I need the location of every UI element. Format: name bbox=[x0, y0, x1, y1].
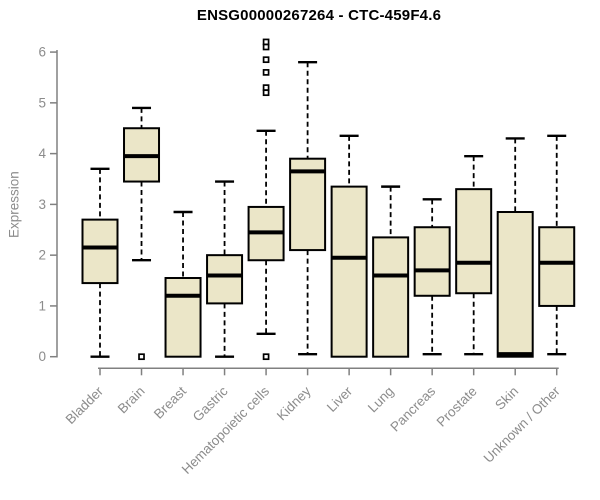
boxplot-skin bbox=[496, 137, 534, 358]
iqr-box bbox=[330, 185, 368, 358]
iqr-box bbox=[538, 226, 576, 307]
x-category-label-lung: Lung bbox=[365, 384, 397, 416]
x-category-label-brain: Brain bbox=[115, 384, 148, 417]
outlier-point bbox=[262, 69, 270, 76]
iqr-box bbox=[81, 218, 119, 285]
chart-title: ENSG00000267264 - CTC-459F4.6 bbox=[196, 7, 442, 24]
boxplot-kidney bbox=[289, 61, 327, 356]
boxplot-brain bbox=[123, 106, 161, 361]
y-tick-label: 0 bbox=[38, 349, 46, 364]
iqr-box bbox=[496, 211, 534, 358]
boxplot-pancreas bbox=[413, 198, 451, 356]
boxplot-hematopoietic-cells bbox=[247, 38, 285, 361]
iqr-box bbox=[289, 157, 327, 252]
x-category-label-pancreas: Pancreas bbox=[387, 383, 438, 434]
iqr-box bbox=[372, 236, 410, 358]
y-axis-label: Expression bbox=[6, 171, 22, 239]
outlier-point bbox=[262, 43, 270, 51]
x-category-label-breast: Breast bbox=[151, 383, 189, 421]
outlier-point bbox=[138, 353, 145, 361]
outlier-point bbox=[262, 56, 270, 64]
x-category-label-prostate: Prostate bbox=[434, 384, 480, 430]
boxplot-liver bbox=[330, 134, 368, 358]
y-tick-label: 5 bbox=[38, 95, 46, 110]
iqr-box bbox=[413, 226, 451, 297]
iqr-box bbox=[164, 277, 202, 358]
x-category-label-gastric: Gastric bbox=[190, 383, 231, 424]
outlier-point bbox=[262, 353, 270, 361]
iqr-box bbox=[206, 254, 244, 305]
boxplot-lung bbox=[372, 185, 410, 358]
y-tick-label: 4 bbox=[38, 146, 46, 161]
y-axis: 0 1 2 3 4 5 6 bbox=[38, 45, 58, 364]
x-category-label-bladder: Bladder bbox=[63, 383, 107, 427]
y-tick-label: 1 bbox=[38, 298, 46, 313]
boxplot-breast bbox=[164, 210, 202, 358]
x-category-label-kidney: Kidney bbox=[274, 383, 314, 423]
iqr-box bbox=[455, 188, 493, 295]
x-category-label-skin: Skin bbox=[492, 384, 521, 413]
boxplot-unknown-other bbox=[538, 134, 576, 356]
boxplot-gastric bbox=[206, 180, 244, 358]
y-tick-label: 3 bbox=[38, 197, 46, 212]
x-category-label-unknown-other: Unknown / Other bbox=[481, 383, 564, 466]
boxplot-bladder bbox=[81, 167, 119, 358]
boxplot-prostate bbox=[455, 154, 493, 356]
y-tick-label: 6 bbox=[38, 45, 46, 60]
y-tick-label: 2 bbox=[38, 248, 46, 263]
x-category-label-liver: Liver bbox=[324, 383, 356, 415]
outlier-point bbox=[262, 89, 270, 97]
